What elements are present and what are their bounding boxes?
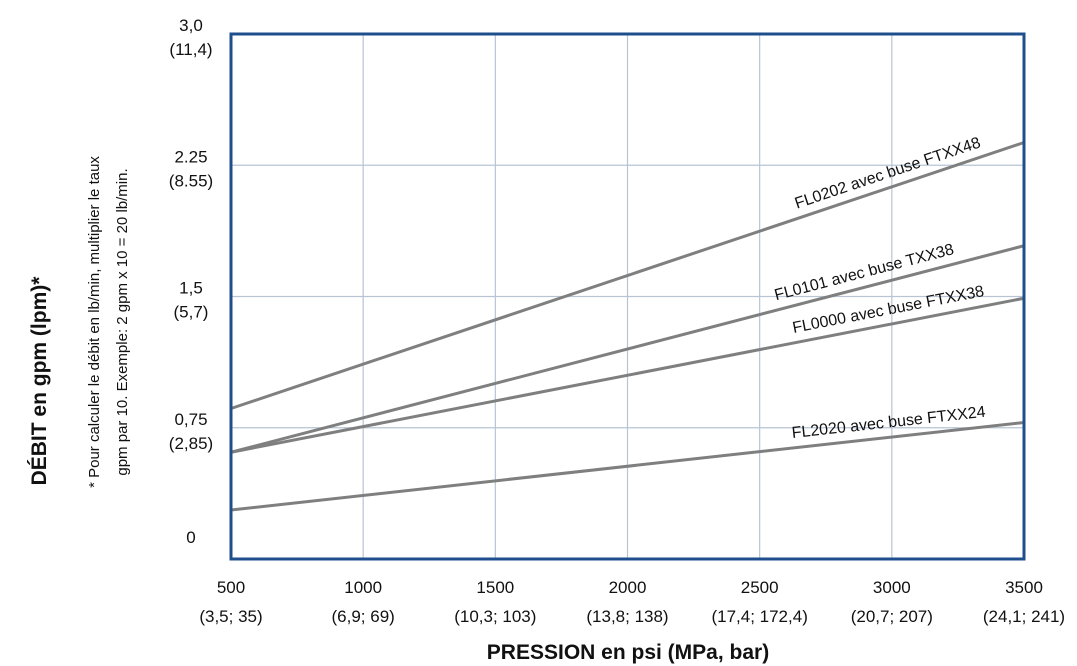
plot-frame (229, 32, 1026, 561)
series-label: FL0202 avec buse FTXX48 (793, 134, 983, 212)
x-tick-label: 2000 (609, 578, 647, 597)
series-line (230, 421, 1025, 512)
series-line (230, 141, 1025, 410)
x-tick-sublabel: (3,5; 35) (199, 607, 262, 626)
x-tick-label: 1500 (476, 578, 514, 597)
x-tick-sublabel: (10,3; 103) (454, 607, 536, 626)
tick-labels: 500 (3,5; 35) 1000 (6,9; 69) 1500 (10,3; 103)… (169, 16, 1065, 626)
x-tick-label: 500 (217, 578, 245, 597)
x-tick-label: 3000 (873, 578, 911, 597)
y-tick-label: 3,0 (179, 16, 203, 35)
series-line (230, 296, 1025, 454)
y-tick-sublabel: (11,4) (169, 40, 212, 59)
footnote-line-1: * Pour calculer le débit en lb/min, mult… (86, 156, 103, 488)
y-tick-sublabel: (8.55) (169, 171, 213, 190)
y-axis-label: DÉBIT en gpm (lpm)* (28, 276, 51, 486)
series-lines (230, 141, 1025, 512)
y-tick-sublabel: (5,7) (174, 303, 209, 322)
series-line (230, 244, 1025, 454)
x-tick-sublabel: (17,4; 172,4) (711, 607, 807, 626)
x-tick-label: 2500 (741, 578, 779, 597)
x-axis-label: PRESSION en psi (MPa, bar) (487, 641, 769, 664)
x-tick-label: 1000 (344, 578, 382, 597)
x-tick-sublabel: (6,9; 69) (332, 607, 395, 626)
y-tick-sublabel: (2,85) (169, 434, 213, 453)
y-tick-label: 1,5 (179, 279, 203, 298)
y-tick-label: 2.25 (174, 147, 207, 166)
y-tick-label: 0 (186, 528, 195, 547)
footnote-line-2: gpm par 10. Exemple: 2 gpm x 10 = 20 lb/… (114, 168, 131, 475)
x-tick-sublabel: (13,8; 138) (586, 607, 668, 626)
grid-lines (231, 34, 1024, 559)
x-tick-sublabel: (20,7; 207) (851, 607, 933, 626)
x-tick-sublabel: (24,1; 241) (983, 607, 1065, 626)
y-tick-label: 0,75 (174, 410, 207, 429)
x-tick-label: 3500 (1005, 578, 1043, 597)
